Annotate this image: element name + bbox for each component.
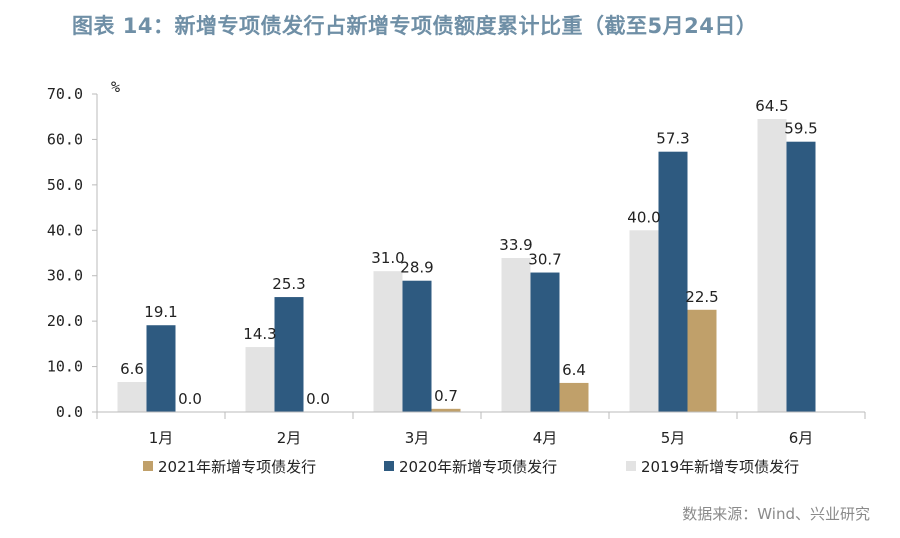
data-label-s2019: 31.0 [371, 249, 404, 267]
data-label-s2020: 19.1 [144, 303, 177, 321]
y-axis: 0.0 10.0 20.0 30.0 40.0 50.0 60.0 70.0% [47, 78, 120, 421]
x-tick-label: 1月 [149, 429, 174, 447]
x-tick-label: 3月 [405, 429, 430, 447]
bar-s2020 [274, 297, 304, 412]
bar-s2021 [687, 309, 717, 412]
y-tick-label: 60.0 [47, 130, 83, 148]
data-label-s2019: 64.5 [755, 97, 788, 115]
data-label-s2021: 6.4 [562, 361, 586, 379]
legend-item-s2021: 2021年新增专项债发行 [143, 458, 316, 476]
y-tick-label: 70.0 [47, 85, 83, 103]
legend-swatch-s2020 [384, 461, 394, 471]
bars [117, 118, 816, 413]
data-label-s2019: 33.9 [499, 236, 532, 254]
bar-s2021 [431, 408, 461, 412]
data-label-s2020: 30.7 [528, 251, 561, 269]
bar-s2020 [658, 151, 688, 413]
data-label-s2021: 0.0 [306, 390, 330, 408]
source-note: 数据来源：Wind、兴业研究 [682, 505, 870, 523]
bar-s2019 [245, 347, 275, 412]
chart-title: 图表 14：新增专项债发行占新增专项债额度累计比重（截至5月24日） [72, 14, 758, 38]
bar-s2019 [501, 257, 531, 412]
bar-s2019 [757, 118, 787, 412]
data-label-s2019: 14.3 [243, 325, 276, 343]
data-label-s2019: 6.6 [120, 360, 144, 378]
x-axis: 1月 2月 3月 4月 5月 6月 [96, 411, 866, 447]
legend-label-s2019: 2019年新增专项债发行 [641, 458, 799, 476]
legend-label-s2021: 2021年新增专项债发行 [158, 458, 316, 476]
data-labels: 6.6 19.1 0.0 14.3 25.3 0.0 31.028.9 0.7 33.930.7… [120, 97, 818, 408]
bar-s2020 [786, 141, 816, 412]
bar-s2021 [559, 382, 589, 412]
data-label-s2020: 59.5 [784, 120, 817, 138]
bar-s2019 [629, 230, 659, 412]
data-label-s2020: 28.9 [400, 259, 433, 277]
x-tick-label: 2月 [277, 429, 302, 447]
legend-swatch-s2021 [143, 461, 153, 471]
y-tick-label: 10.0 [47, 358, 83, 376]
data-label-s2021: 0.0 [178, 390, 202, 408]
y-tick-label: 20.0 [47, 312, 83, 330]
bar-s2020 [402, 280, 432, 412]
y-tick-label: 30.0 [47, 267, 83, 285]
legend-swatch-s2019 [626, 461, 636, 471]
legend-item-s2020: 2020年新增专项债发行 [384, 458, 557, 476]
bar-s2019 [117, 382, 147, 412]
x-tick-label: 6月 [789, 429, 814, 447]
data-label-s2019: 40.0 [627, 208, 660, 226]
y-tick-label: 50.0 [47, 176, 83, 194]
data-label-s2021: 0.7 [434, 387, 458, 405]
x-tick-label: 4月 [533, 429, 558, 447]
y-tick-label: 40.0 [47, 221, 83, 239]
y-tick-label: 0.0 [56, 403, 83, 421]
bar-s2020 [530, 272, 560, 412]
bar-s2020 [146, 325, 176, 412]
data-label-s2020: 57.3 [656, 130, 689, 148]
data-label-s2021: 22.5 [685, 288, 718, 306]
data-label-s2020: 25.3 [272, 275, 305, 293]
legend: 2021年新增专项债发行 2020年新增专项债发行 2019年新增专项债发行 [143, 458, 799, 476]
x-tick-label: 5月 [661, 429, 686, 447]
legend-item-s2019: 2019年新增专项债发行 [626, 458, 799, 476]
y-axis-unit: % [111, 78, 120, 96]
legend-label-s2020: 2020年新增专项债发行 [399, 458, 557, 476]
bar-s2019 [373, 271, 403, 412]
